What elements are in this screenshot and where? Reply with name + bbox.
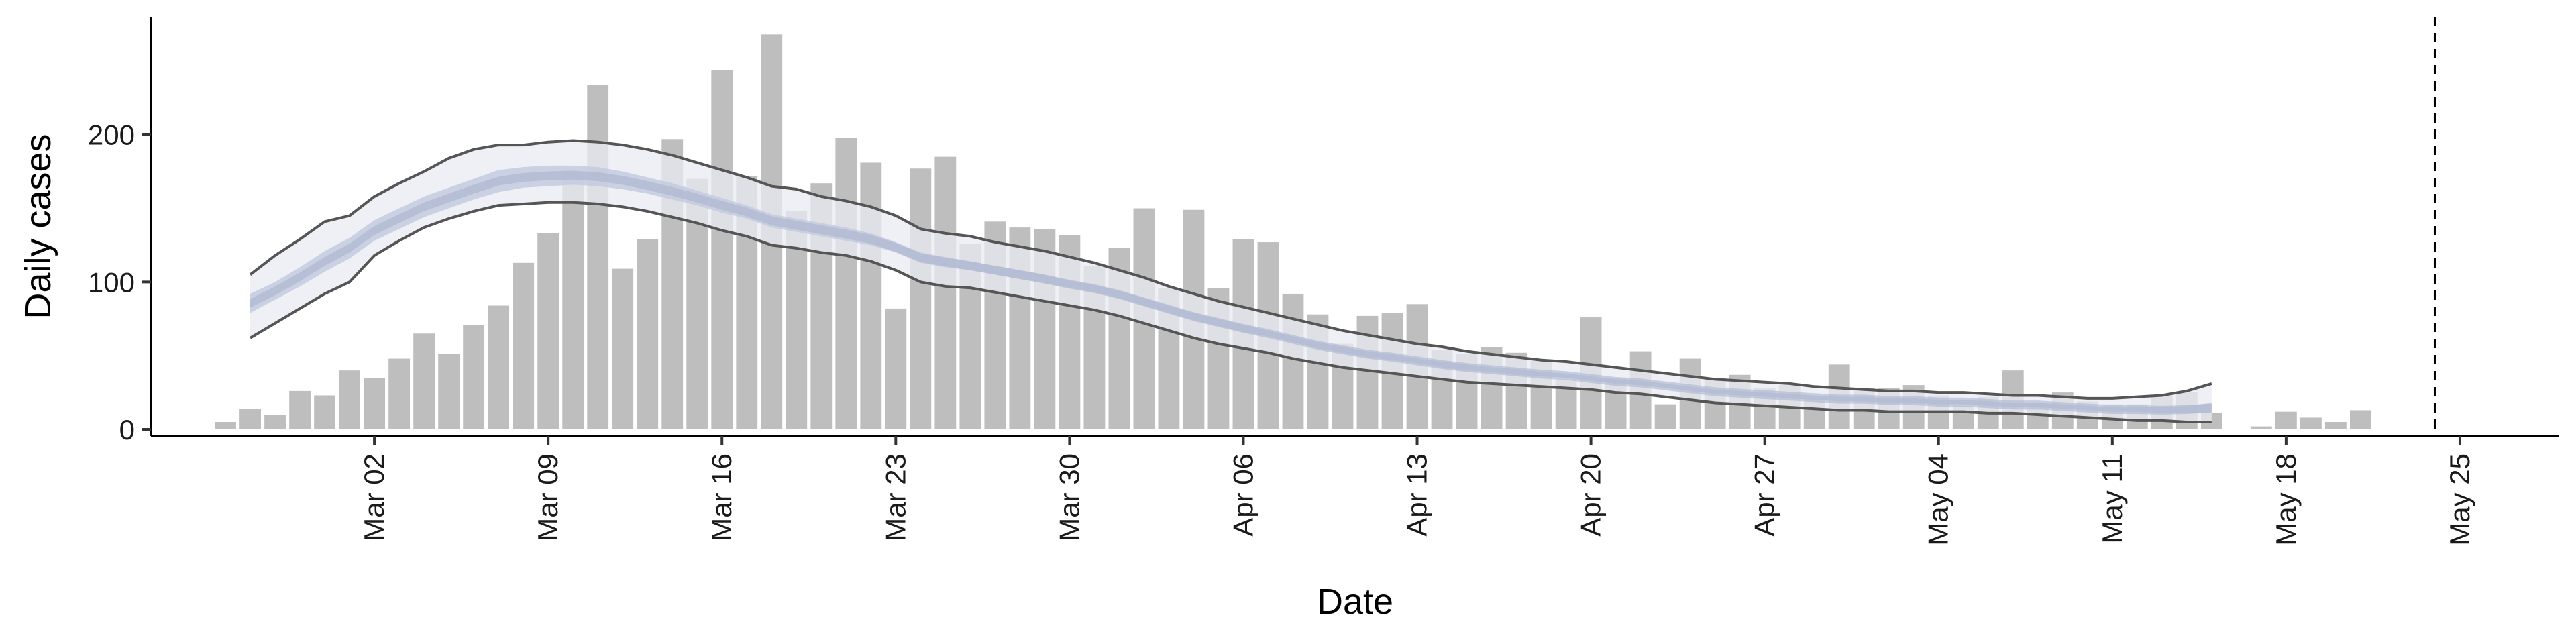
upper-bound-line <box>249 139 2212 400</box>
x-tick-label: Apr 27 <box>1749 453 1780 537</box>
case-bar <box>264 415 286 429</box>
case-bar <box>1654 404 1676 429</box>
y-tick-label: 0 <box>119 414 135 445</box>
case-bar <box>413 333 435 429</box>
case-bar <box>587 85 609 430</box>
case-bar <box>1282 293 1304 429</box>
case-bar <box>463 325 485 429</box>
x-tick-label: Mar 16 <box>706 453 737 541</box>
x-tick-label: Mar 02 <box>358 453 390 541</box>
x-tick-label: May 11 <box>2096 453 2128 544</box>
case-bar <box>289 390 311 429</box>
x-tick-label: Apr 20 <box>1575 453 1607 537</box>
case-bar <box>885 308 907 429</box>
estimate-band <box>249 139 2212 424</box>
x-tick-label: May 25 <box>2444 453 2475 546</box>
case-bar <box>364 378 386 429</box>
case-bar <box>537 233 559 429</box>
case-bar <box>239 409 261 429</box>
case-bar <box>314 395 335 429</box>
case-bar <box>2300 417 2322 429</box>
case-bars <box>215 34 2371 430</box>
axes: 0 100 200 Mar 02 Mar 09 Mar 16 Mar 23 Mar 30 Apr… <box>88 17 2559 546</box>
x-tick-label: Mar 30 <box>1053 453 1085 541</box>
case-bar <box>711 70 733 430</box>
case-bar <box>2250 426 2272 429</box>
lower-bound-line <box>250 201 2212 424</box>
y-tick-label: 100 <box>88 266 135 298</box>
x-tick-label: Apr 13 <box>1401 453 1433 537</box>
case-bar <box>860 162 882 430</box>
case-bar <box>339 370 360 429</box>
case-bar <box>2350 410 2371 429</box>
x-axis-title: Date <box>1317 582 1393 622</box>
case-bar <box>388 358 411 429</box>
x-tick-label: May 04 <box>1923 453 1954 546</box>
x-tick-label: May 18 <box>2270 453 2302 546</box>
case-bar <box>513 262 535 429</box>
case-bar <box>562 172 584 429</box>
case-bar <box>612 268 634 429</box>
case-bar <box>934 156 957 430</box>
inner-interval-area <box>250 165 2212 413</box>
case-bar <box>2275 411 2297 429</box>
case-bar <box>637 239 659 429</box>
case-bar <box>215 422 236 429</box>
case-bar <box>835 138 857 429</box>
x-tick-label: Mar 09 <box>532 453 564 541</box>
median-estimate-area <box>250 170 2212 415</box>
y-tick-label: 200 <box>88 119 135 151</box>
y-axis-title: Daily cases <box>18 133 58 319</box>
x-tick-label: Mar 23 <box>879 453 911 541</box>
case-bar <box>910 168 932 429</box>
case-bar <box>488 305 510 429</box>
x-tick-label: Apr 06 <box>1227 453 1258 537</box>
case-bar <box>438 354 460 429</box>
case-bar <box>2324 422 2347 429</box>
